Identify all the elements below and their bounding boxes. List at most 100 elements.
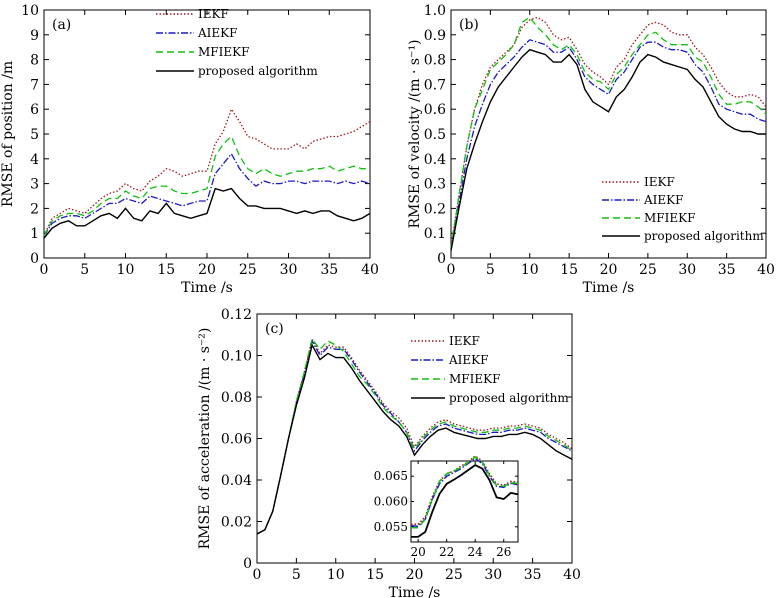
x-tick-label: 15 — [366, 567, 384, 583]
series-line-iekf — [450, 16, 767, 246]
y-tick-label: 4 — [30, 152, 39, 168]
x-axis-label: Time /s — [389, 585, 441, 598]
y-tick-label: 1 — [30, 226, 39, 242]
series-line-aiekf — [43, 152, 371, 237]
y-tick-label: 0.02 — [221, 515, 252, 531]
inset-zoom: 20 22 24 26 0.055 0.060 0.065 — [374, 454, 519, 559]
y-tick-label: 0.08 — [221, 390, 252, 406]
inset-x-tick-label: 26 — [496, 545, 511, 559]
x-tick-label: 20 — [600, 262, 618, 278]
panel-label: (b) — [459, 17, 479, 33]
inset-series-line-aiekf — [410, 457, 519, 528]
y-tick-label: 0.9 — [424, 28, 446, 44]
legend-label: proposed algorithm — [449, 391, 569, 405]
y-tick-label: 0.8 — [424, 53, 446, 69]
inset-y-tick-label: 0.065 — [374, 469, 408, 483]
x-tick-label: 10 — [327, 567, 345, 583]
series-line-mfiekf — [450, 16, 767, 249]
chart-b: 0 5 10 15 20 25 30 35 40 0 0.1 0.2 0.3 0.4 0.5 0.6 0.7 0.… — [407, 3, 775, 296]
legend: IEKF AIEKF MFIEKF proposed algorithm — [156, 7, 318, 78]
legend-label: MFIEKF — [449, 372, 500, 386]
x-tick-label: 10 — [521, 262, 539, 278]
legend-label: proposed algorithm — [644, 229, 764, 243]
inset-x-tick-label: 24 — [468, 545, 484, 559]
inset-series-line-mfiekf — [411, 456, 519, 529]
x-tick-label: 25 — [639, 262, 657, 278]
y-tick-label: 0.6 — [424, 102, 446, 118]
y-tick-label: 10 — [21, 3, 39, 19]
x-tick-label: 0 — [40, 262, 49, 278]
y-tick-label: 0.2 — [424, 201, 446, 217]
inset-series-line-iekf — [411, 454, 519, 526]
x-tick-label: 25 — [445, 567, 463, 583]
x-tick-label: 0 — [447, 262, 456, 278]
legend-label: AIEKF — [448, 353, 488, 367]
legend-label: IEKF — [644, 175, 675, 189]
panel-label: (c) — [265, 321, 284, 337]
legend-label: AIEKF — [643, 193, 683, 207]
x-tick-label: 5 — [486, 262, 495, 278]
y-tick-label: 0.3 — [424, 177, 446, 193]
x-axis-label: Time /s — [181, 280, 233, 296]
x-tick-label: 20 — [406, 567, 424, 583]
y-tick-label: 0.12 — [221, 307, 252, 323]
y-axis-label: RMSE of velocity /(m · s⁻¹) — [407, 39, 423, 228]
legend-label: IEKF — [198, 7, 229, 21]
panel-label: (a) — [52, 17, 71, 33]
x-tick-label: 30 — [678, 262, 696, 278]
legend: IEKF AIEKF MFIEKF proposed algorithm — [602, 175, 764, 243]
inset-y-tick-label: 0.060 — [374, 495, 408, 509]
y-tick-label: 7 — [30, 77, 39, 93]
y-axis-label: RMSE of position /m — [0, 61, 16, 207]
y-tick-label: 3 — [30, 177, 39, 193]
inset-y-tick-label: 0.055 — [374, 520, 408, 534]
y-tick-label: 1.0 — [424, 3, 446, 19]
inset-x-tick-label: 22 — [439, 545, 454, 559]
x-tick-label: 10 — [117, 262, 135, 278]
legend-label: IEKF — [449, 334, 480, 348]
x-tick-label: 0 — [253, 567, 262, 583]
series-line-proposed-algorithm — [256, 343, 573, 535]
x-tick-label: 40 — [563, 567, 581, 583]
y-tick-label: 8 — [30, 53, 39, 69]
x-tick-label: 25 — [239, 262, 257, 278]
x-tick-label: 40 — [361, 262, 379, 278]
legend: IEKF AIEKF MFIEKF proposed algorithm — [411, 334, 569, 405]
y-tick-label: 0 — [437, 251, 446, 267]
series-line-mfiekf — [43, 135, 370, 237]
x-tick-label: 35 — [718, 262, 736, 278]
legend-label: MFIEKF — [198, 45, 249, 59]
legend-label: AIEKF — [197, 26, 237, 40]
x-tick-label: 20 — [198, 262, 216, 278]
y-tick-label: 5 — [30, 127, 39, 143]
x-tick-label: 35 — [524, 567, 542, 583]
x-axis-label: Time /s — [583, 280, 635, 296]
y-tick-label: 0.04 — [221, 473, 252, 489]
x-tick-label: 5 — [292, 567, 301, 583]
inset-x-tick-label: 20 — [410, 545, 425, 559]
x-tick-label: 40 — [757, 262, 775, 278]
y-tick-label: 0.10 — [221, 349, 252, 365]
y-tick-label: 0.5 — [424, 127, 446, 143]
chart-a: 0 5 10 15 20 25 30 35 40 0 1 2 3 4 5 6 7 8 9 10 Time /s RMSE … — [0, 3, 379, 296]
y-tick-label: 6 — [30, 102, 39, 118]
series-line-aiekf — [450, 39, 767, 249]
x-tick-label: 30 — [280, 262, 298, 278]
y-tick-label: 0 — [30, 251, 39, 267]
x-tick-label: 15 — [157, 262, 175, 278]
x-tick-label: 30 — [484, 567, 502, 583]
legend-label: MFIEKF — [644, 211, 695, 225]
series-line-proposed-algorithm — [450, 48, 766, 251]
y-tick-label: 0.06 — [221, 432, 252, 448]
legend-label: proposed algorithm — [198, 64, 318, 78]
series-line-proposed-algorithm — [43, 187, 371, 239]
y-tick-label: 0.7 — [424, 77, 446, 93]
y-tick-label: 0.1 — [424, 226, 446, 242]
series-line-iekf — [43, 107, 371, 236]
plot-frame — [450, 9, 767, 259]
y-axis-label: RMSE of acceleration /(m · s⁻²) — [197, 328, 213, 550]
y-tick-label: 9 — [30, 28, 39, 44]
y-tick-label: 2 — [30, 201, 39, 217]
x-tick-label: 5 — [80, 262, 89, 278]
